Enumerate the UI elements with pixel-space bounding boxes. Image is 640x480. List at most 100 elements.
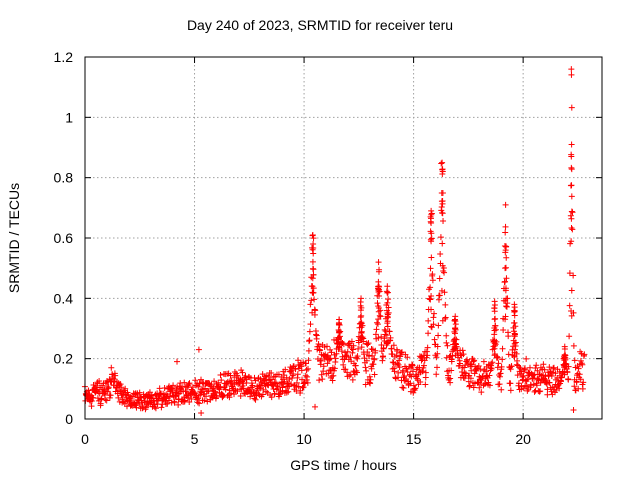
data-point (309, 289, 316, 296)
data-point (575, 365, 582, 372)
data-point (511, 332, 518, 339)
data-point (164, 400, 171, 407)
data-point (355, 345, 362, 352)
data-point (320, 363, 327, 370)
data-point (425, 330, 432, 337)
data-point (428, 254, 435, 261)
data-point (468, 361, 475, 368)
data-point (505, 351, 512, 358)
data-point (511, 353, 518, 360)
data-point (517, 365, 524, 372)
data-point (439, 170, 446, 177)
data-point (98, 395, 105, 402)
data-point (349, 349, 356, 356)
data-point (363, 367, 370, 374)
data-point (283, 389, 290, 396)
data-point (503, 303, 510, 310)
data-point (88, 397, 95, 404)
data-point (181, 379, 188, 386)
data-points (81, 66, 588, 416)
data-point (540, 361, 547, 368)
data-point (502, 265, 509, 272)
data-point (383, 341, 390, 348)
data-point (305, 365, 312, 372)
data-point (85, 387, 92, 394)
data-point (380, 353, 387, 360)
data-point (568, 71, 575, 78)
data-point (434, 350, 441, 357)
data-point (508, 363, 515, 370)
data-point (568, 312, 575, 319)
data-point (307, 321, 314, 328)
data-point (270, 385, 277, 392)
data-point (428, 324, 435, 331)
data-point (422, 369, 429, 376)
data-point (309, 258, 316, 265)
x-tick-label: 5 (191, 431, 199, 447)
data-point (213, 392, 220, 399)
data-point (350, 342, 357, 349)
data-point (354, 369, 361, 376)
axis-ticks: 0 5 10 15 20 0 0.2 0.4 0.6 0.8 1 1.2 (54, 49, 602, 447)
data-point (286, 376, 293, 383)
data-point (329, 377, 336, 384)
data-point (310, 235, 317, 242)
data-point (268, 369, 275, 376)
data-point (353, 354, 360, 361)
data-point (427, 265, 434, 272)
data-point (370, 361, 377, 368)
data-point (171, 399, 178, 406)
data-point (350, 346, 357, 353)
data-point (384, 283, 391, 290)
data-point (470, 358, 477, 365)
data-point (367, 376, 374, 383)
data-point (571, 357, 578, 364)
data-point (152, 405, 159, 412)
y-tick-label: 0 (65, 411, 73, 427)
data-point (357, 314, 364, 321)
data-point (494, 364, 501, 371)
data-point (438, 203, 445, 210)
data-point (117, 381, 124, 388)
data-point (118, 384, 125, 391)
data-point (480, 358, 487, 365)
data-point (537, 388, 544, 395)
data-point (358, 295, 365, 302)
data-point (578, 360, 585, 367)
data-point (198, 376, 205, 383)
data-point (550, 364, 557, 371)
data-point (175, 401, 182, 408)
data-point (579, 361, 586, 368)
data-point (107, 392, 114, 399)
data-point (439, 200, 446, 207)
data-point (443, 339, 450, 346)
data-point (488, 365, 495, 372)
data-point (503, 254, 510, 261)
data-point (305, 357, 312, 364)
data-point (234, 372, 241, 379)
data-point (389, 359, 396, 366)
data-point (349, 376, 356, 383)
data-point (167, 393, 174, 400)
data-point (96, 378, 103, 385)
data-point (386, 328, 393, 335)
data-point (371, 356, 378, 363)
data-point (429, 277, 436, 284)
data-point (570, 342, 577, 349)
data-point (541, 366, 548, 373)
data-point (242, 372, 249, 379)
data-point (384, 299, 391, 306)
data-point (548, 372, 555, 379)
data-point (126, 398, 133, 405)
data-point (422, 381, 429, 388)
data-point (435, 332, 442, 339)
data-point (510, 319, 517, 326)
data-point (562, 356, 569, 363)
data-point (568, 225, 575, 232)
data-point (158, 404, 165, 411)
data-point (384, 320, 391, 327)
data-point (327, 346, 334, 353)
data-point (466, 383, 473, 390)
data-point (514, 372, 521, 379)
data-point (397, 353, 404, 360)
